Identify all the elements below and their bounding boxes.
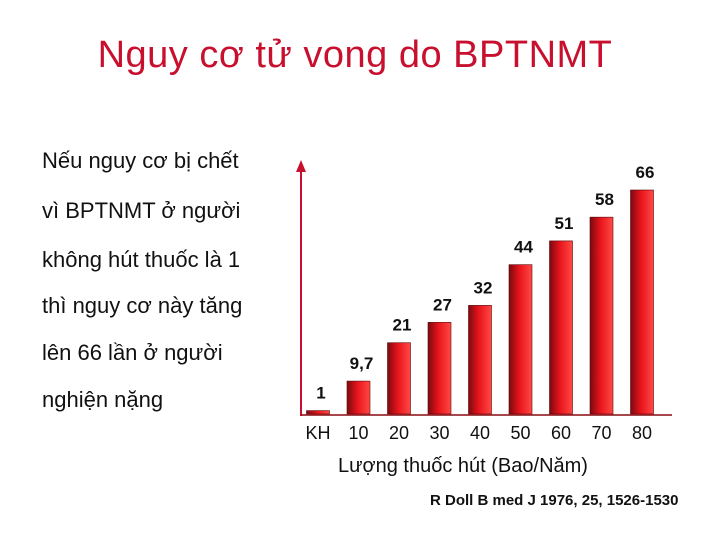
value-label-40: 32 [474,278,493,297]
bars-layer [306,189,654,415]
bar-60 [549,240,573,415]
value-label-30: 27 [433,295,452,314]
value-label-50: 44 [514,238,533,257]
bar-80 [630,189,654,415]
bar-10 [346,380,371,415]
x-axis-title: Lượng thuốc hút (Bao/Năm) [338,455,588,477]
x-tick-label-kh: KH [305,423,330,443]
x-tick-label-60: 60 [551,423,571,443]
bar-70 [589,216,614,415]
x-tick-label-40: 40 [470,423,490,443]
x-tick-label-50: 50 [510,423,530,443]
labels-layer: 1 KH 9,7 10 21 20 27 30 32 40 44 50 51 60 58 70 66 80 [305,163,654,443]
bar-40 [468,305,492,415]
description-line-2: vì BPTNMT ở người [42,198,241,223]
x-tick-label-10: 10 [348,423,368,443]
bar-20 [387,342,411,415]
x-tick-label-30: 30 [429,423,449,443]
description-line-3: không hút thuốc là 1 [42,247,241,272]
bar-kh [306,410,330,415]
slide-title: Nguy cơ tử vong do BPTNMT [97,34,613,76]
bar-50 [508,264,533,415]
description-line-5: lên 66 lần ở người [42,340,223,365]
value-label-20: 21 [393,316,412,335]
source-citation: R Doll B med J 1976, 25, 1526-1530 [430,492,679,509]
description-line-4: thì nguy cơ này tăng [42,293,243,318]
value-label-70: 58 [595,190,614,209]
y-axis-arrow-icon [296,160,306,172]
x-tick-label-70: 70 [591,423,611,443]
x-tick-label-80: 80 [632,423,652,443]
value-label-80: 66 [636,163,655,182]
description-line-1: Nếu nguy cơ bị chết [42,148,239,173]
value-label-60: 51 [555,214,574,233]
value-label-10: 9,7 [350,354,374,373]
axis-layer [296,160,672,416]
bar-30 [427,322,452,415]
x-tick-label-20: 20 [389,423,409,443]
value-label-kh: 1 [316,384,325,403]
description-line-6: nghiện nặng [42,387,164,412]
